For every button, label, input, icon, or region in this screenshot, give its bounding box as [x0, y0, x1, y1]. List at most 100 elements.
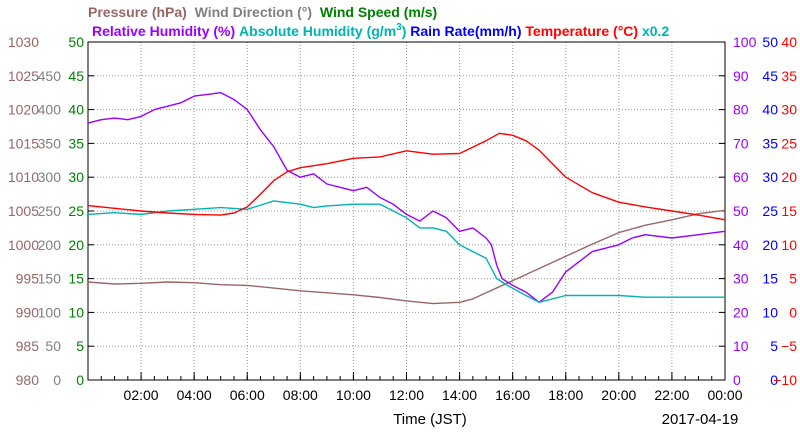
wind-direction-tick: 150 [38, 271, 62, 287]
x-tick-label: 18:00 [548, 387, 583, 403]
x-tick-label: 06:00 [230, 387, 265, 403]
wind-speed-tick: 5 [76, 338, 84, 354]
grid [88, 42, 725, 380]
x-axis-label: Time (JST) [393, 411, 467, 428]
pressure-tick: 1000 [8, 237, 39, 253]
wind-direction-tick: 0 [53, 372, 61, 388]
wind-direction-tick: 200 [38, 237, 62, 253]
wind-direction-tick: 300 [38, 169, 62, 185]
legend-item: Relative Humidity (%) [92, 23, 235, 39]
rain-rate-tick: 40 [762, 102, 778, 118]
pressure-tick: 990 [16, 304, 40, 320]
temperature-tick: 30 [781, 102, 797, 118]
temperature-tick: 20 [781, 169, 797, 185]
wind-speed-tick: 15 [68, 271, 84, 287]
x-axis: 02:00 04:00 06:00 08:00 10:00 12:00 14:00 16:00… [87, 372, 743, 403]
x-tick-label: 02:00 [124, 387, 159, 403]
series-group [87, 91, 726, 305]
x-tick-label: 12:00 [389, 387, 424, 403]
humidity-tick: 90 [733, 68, 749, 84]
rain-rate-tick: 50 [762, 34, 778, 50]
legend-item-tail: ) [402, 23, 407, 39]
legend-item: Absolute Humidity (g/m [235, 23, 396, 39]
x-tick-label: 22:00 [654, 387, 689, 403]
humidity-tick: 0 [733, 372, 741, 388]
humidity-tick: 70 [733, 135, 749, 151]
legend-row-2: Relative Humidity (%) Absolute Humidity … [92, 22, 669, 39]
wind-speed-tick: 35 [68, 135, 84, 151]
x-tick-label: 10:00 [336, 387, 371, 403]
legend-row-1: Pressure (hPa) Wind Direction (°) Wind S… [88, 4, 437, 20]
wind-direction-tick: 400 [38, 102, 62, 118]
wind-direction-tick: 250 [38, 203, 62, 219]
pressure-tick: 995 [16, 271, 40, 287]
wind-speed-tick: 25 [68, 203, 84, 219]
wind-speed-tick: 20 [68, 237, 84, 253]
rain-rate-tick: 20 [762, 237, 778, 253]
wind-direction-tick: 50 [45, 338, 61, 354]
y-axes: 9809859909951000100510101015102010251030… [8, 34, 797, 388]
series-line [87, 209, 726, 305]
pressure-tick: 1005 [8, 203, 39, 219]
legend-text: Relative Humidity (%) Absolute Humidity … [92, 22, 669, 39]
pressure-tick: 980 [16, 372, 40, 388]
humidity-tick: 60 [733, 169, 749, 185]
rain-rate-tick: 5 [770, 338, 778, 354]
rain-rate-tick: 25 [762, 203, 778, 219]
rain-rate-tick: 10 [762, 304, 778, 320]
wind-direction-tick: 450 [38, 68, 62, 84]
temperature-tick: 5 [789, 271, 797, 287]
temperature-tick: 35 [781, 68, 797, 84]
pressure-tick: 985 [16, 338, 40, 354]
temperature-tick: −10 [773, 372, 797, 388]
legend-text: Pressure (hPa) Wind Direction (°) Wind S… [88, 4, 437, 20]
temperature-tick: 10 [781, 237, 797, 253]
humidity-tick: 10 [733, 338, 749, 354]
rain-rate-tick: 0 [770, 372, 778, 388]
series-line [87, 132, 726, 221]
legend-item: x0.2 [638, 23, 669, 39]
legend-item: Wind Direction (°) [187, 4, 312, 20]
pressure-tick: 1010 [8, 169, 39, 185]
pressure-tick: 1025 [8, 68, 39, 84]
temperature-tick: 25 [781, 135, 797, 151]
pressure-tick: 1015 [8, 135, 39, 151]
temperature-tick: −5 [781, 338, 797, 354]
legend-item: Pressure (hPa) [88, 4, 187, 20]
wind-speed-tick: 45 [68, 68, 84, 84]
pressure-tick: 1030 [8, 34, 39, 50]
wind-speed-tick: 40 [68, 102, 84, 118]
x-tick-label: 00:00 [707, 387, 742, 403]
x-tick-label: 04:00 [177, 387, 212, 403]
temperature-tick: 0 [789, 304, 797, 320]
x-tick-label: 14:00 [442, 387, 477, 403]
rain-rate-tick: 15 [762, 271, 778, 287]
series-line [87, 200, 725, 303]
x-tick-label: 16:00 [495, 387, 530, 403]
wind-speed-tick: 10 [68, 304, 84, 320]
humidity-tick: 40 [733, 237, 749, 253]
rain-rate-tick: 45 [762, 68, 778, 84]
series-line [87, 91, 726, 303]
temperature-tick: 40 [781, 34, 797, 50]
pressure-tick: 1020 [8, 102, 39, 118]
wind-direction-tick: 350 [38, 135, 62, 151]
wind-speed-tick: 0 [76, 372, 84, 388]
humidity-tick: 30 [733, 271, 749, 287]
humidity-tick: 20 [733, 304, 749, 320]
x-tick-label: 08:00 [283, 387, 318, 403]
humidity-tick: 80 [733, 102, 749, 118]
rain-rate-tick: 35 [762, 135, 778, 151]
wind-speed-tick: 30 [68, 169, 84, 185]
wind-direction-tick: 100 [38, 304, 62, 320]
legend-item: Rain Rate(mm/h) [406, 23, 521, 39]
humidity-tick: 50 [733, 203, 749, 219]
legend-item: Wind Speed (m/s) [312, 4, 437, 20]
humidity-tick: 100 [733, 34, 757, 50]
date-label: 2017-04-19 [662, 411, 739, 428]
legend-superscript: 3 [396, 22, 402, 33]
temperature-tick: 15 [781, 203, 797, 219]
legend-item: Temperature (°C) [522, 23, 639, 39]
wind-speed-tick: 50 [68, 34, 84, 50]
